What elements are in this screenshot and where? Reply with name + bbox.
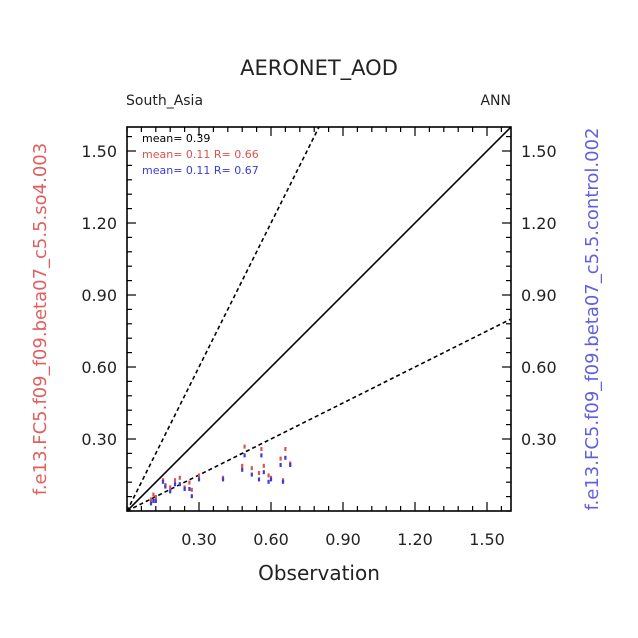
y-axis-label-right: f.e13.FC5.f09_f09.beta07_c5.5.control.00…: [582, 128, 603, 511]
y-tick-label-right: 0.60: [521, 358, 557, 377]
stat-series2: mean= 0.11 R= 0.67: [142, 164, 259, 177]
x-axis-label: Observation: [258, 561, 380, 585]
tick-labels: 0.30 0.60 0.90 1.20 1.50 0.30 0.30 0.60 0.60 0.90…: [81, 142, 556, 549]
reference-lines: [126, 126, 512, 512]
x-tick-label: 0.60: [253, 530, 289, 549]
x-tick-label: 0.30: [181, 530, 217, 549]
axis-ticks: [126, 127, 511, 512]
y-tick-label-right: 0.30: [521, 430, 557, 449]
y-tick-label-left: 0.90: [81, 286, 117, 305]
y-tick-label-left: 0.30: [81, 430, 117, 449]
stat-obs: mean= 0.39: [142, 132, 210, 145]
data-points: [149, 444, 292, 506]
y-tick-label-left: 1.50: [81, 142, 117, 161]
chart-title: AERONET_AOD: [240, 56, 398, 81]
ref-line-1-1: [126, 126, 512, 512]
x-tick-label: 1.50: [469, 530, 505, 549]
season-label: ANN: [480, 93, 511, 109]
y-axis-label-left: f.e13.FC5.f09_f09.beta07_c5.5.so4.003: [30, 143, 51, 495]
y-tick-label-left: 1.20: [81, 214, 117, 233]
ref-line-1-2: [126, 318, 512, 512]
y-tick-label-left: 0.60: [81, 358, 117, 377]
region-label: South_Asia: [126, 93, 203, 109]
y-tick-label-right: 1.20: [521, 214, 557, 233]
y-tick-label-right: 1.50: [521, 142, 557, 161]
x-tick-label: 1.20: [397, 530, 433, 549]
stat-series1: mean= 0.11 R= 0.66: [142, 148, 259, 161]
x-tick-label: 0.90: [325, 530, 361, 549]
y-tick-label-right: 0.90: [521, 286, 557, 305]
ref-line-2-1: [126, 126, 320, 512]
